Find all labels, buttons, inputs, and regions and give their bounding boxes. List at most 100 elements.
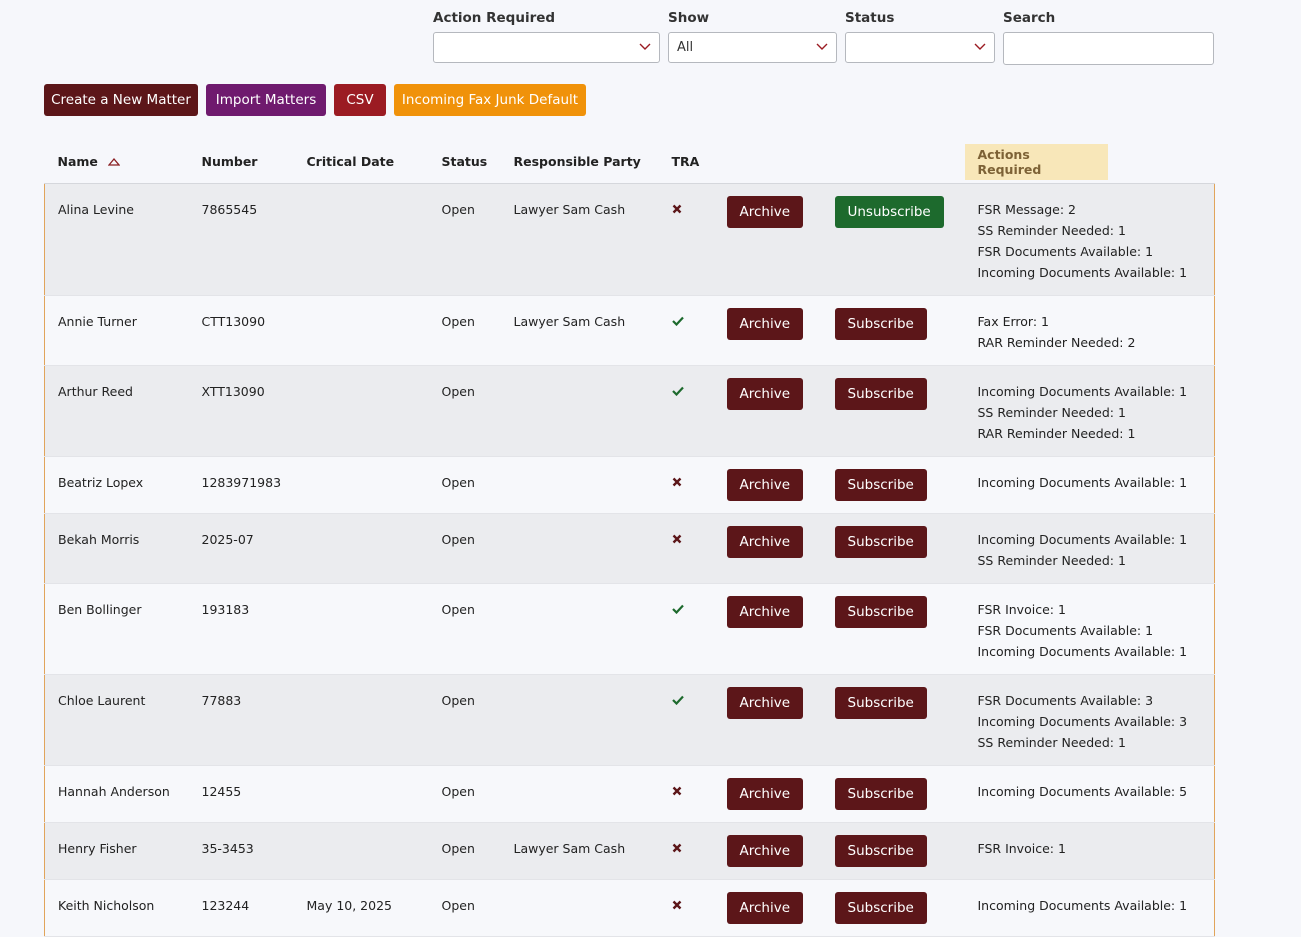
name-cell: Keith Nicholson [45, 880, 189, 937]
name: Chloe Laurent [58, 693, 146, 708]
action-item: SS Reminder Needed: 1 [977, 223, 1126, 238]
archive-cell: Archive [714, 675, 822, 766]
action-item: FSR Documents Available: 3 [977, 693, 1154, 708]
name: Arthur Reed [58, 384, 133, 399]
subscribe-button[interactable]: Subscribe [834, 596, 927, 628]
archive-button[interactable]: Archive [726, 469, 804, 501]
unsubscribe-button[interactable]: Unsubscribe [834, 196, 944, 228]
toolbar-button[interactable]: CSV [334, 84, 386, 116]
tra-check [671, 386, 684, 397]
subscribe-button[interactable]: Subscribe [834, 526, 927, 558]
sort-icon [107, 157, 121, 166]
select[interactable]: All [668, 32, 837, 63]
tra-cell [659, 184, 714, 296]
status: Open [441, 841, 475, 856]
toolbar-button[interactable]: Import Matters [206, 84, 326, 116]
toolbar-button[interactable]: Incoming Fax Junk Default [394, 84, 586, 116]
action-item: Incoming Documents Available: 3 [977, 714, 1188, 729]
name: Hannah Anderson [58, 784, 170, 799]
subscribe-button[interactable]: Subscribe [834, 687, 927, 719]
responsible-party: Lawyer Sam Cash [513, 202, 626, 217]
responsible-party-cell [501, 675, 659, 766]
tra-cell [659, 675, 714, 766]
subscribe-button[interactable]: Subscribe [834, 778, 927, 810]
name: Annie Turner [58, 314, 137, 329]
name-cell: Arthur Reed [45, 366, 189, 457]
chevron [639, 43, 651, 50]
archive-button[interactable]: Archive [726, 778, 804, 810]
tra-cell [659, 457, 714, 514]
name: Henry Fisher [58, 841, 137, 856]
toolbar-button[interactable]: Create a New Matter [44, 84, 198, 116]
matters-table: Name Number Critical Date Status Respons… [44, 140, 1215, 937]
actions-cell: FSR Invoice: 1 [965, 823, 1215, 880]
subscribe-button[interactable]: Subscribe [834, 378, 927, 410]
name: Bekah Morris [58, 532, 140, 547]
number-cell: 193183 [189, 584, 294, 675]
status-cell: Open [429, 296, 501, 366]
header-row: Name Number Critical Date Status Respons… [44, 140, 1215, 184]
number: 12455 [201, 784, 242, 799]
actions-cell: FSR Message: 2 SS Reminder Needed: 1 FSR D… [965, 184, 1215, 296]
action-item: FSR Documents Available: 1 [977, 623, 1154, 638]
name: Beatriz Lopex [58, 475, 144, 490]
tra-cell [659, 296, 714, 366]
select[interactable] [433, 32, 660, 63]
action-item: Incoming Documents Available: 5 [977, 784, 1188, 799]
archive-button[interactable]: Archive [726, 596, 804, 628]
tra-cell [659, 514, 714, 584]
archive-cell: Archive [714, 880, 822, 937]
blank-header [713, 140, 822, 184]
number: 2025-07 [201, 532, 254, 547]
responsible-party-cell: Lawyer Sam Cash [501, 823, 659, 880]
name-cell: Alina Levine [45, 184, 189, 296]
responsible-party: Lawyer Sam Cash [513, 841, 626, 856]
status-cell: Open [429, 514, 501, 584]
action-item: RAR Reminder Needed: 2 [977, 335, 1136, 350]
action-item: FSR Invoice: 1 [977, 841, 1066, 856]
name-header[interactable]: Name [44, 140, 189, 184]
search-input[interactable] [1003, 32, 1214, 65]
critical-date-cell [294, 184, 429, 296]
archive-cell: Archive [714, 514, 822, 584]
tra-header: TRA [658, 140, 714, 184]
archive-button[interactable]: Archive [726, 835, 804, 867]
subscribe-button[interactable]: Subscribe [834, 892, 927, 924]
status: Open [441, 602, 475, 617]
tra-cross [672, 534, 681, 544]
tra-cell [659, 880, 714, 937]
archive-button[interactable]: Archive [726, 308, 804, 340]
archive-button[interactable]: Archive [726, 687, 804, 719]
archive-button[interactable]: Archive [726, 378, 804, 410]
responsible-party-cell [501, 514, 659, 584]
matter-row: Bekah Morris 2025-07 Open Archive Subscribe I… [44, 513, 1215, 584]
archive-button[interactable]: Archive [726, 892, 804, 924]
archive-button[interactable]: Archive [726, 526, 804, 558]
subscribe-cell: Subscribe [822, 823, 965, 880]
responsible-party: Lawyer Sam Cash [513, 314, 626, 329]
subscribe-button[interactable]: Subscribe [834, 469, 927, 501]
number-cell: 7865545 [189, 184, 294, 296]
actions-cell: FSR Documents Available: 3 Incoming Docum… [965, 675, 1215, 766]
archive-cell: Archive [714, 766, 822, 823]
name: Ben Bollinger [58, 602, 142, 617]
status: Open [441, 475, 475, 490]
archive-button[interactable]: Archive [726, 196, 804, 228]
number: XTT13090 [201, 384, 265, 399]
name: Keith Nicholson [58, 898, 155, 913]
action-item: FSR Invoice: 1 [977, 602, 1066, 617]
status: Open [441, 384, 475, 399]
critical-date-cell [294, 766, 429, 823]
matter-row: Alina Levine 7865545 Open Lawyer Sam Cash Ar… [44, 183, 1215, 296]
table-body: Alina Levine 7865545 Open Lawyer Sam Cash Ar… [44, 183, 1215, 937]
name-cell: Ben Bollinger [45, 584, 189, 675]
number-cell: 1283971983 [189, 457, 294, 514]
action-item: SS Reminder Needed: 1 [977, 735, 1126, 750]
subscribe-button[interactable]: Subscribe [834, 308, 927, 340]
subscribe-button[interactable]: Subscribe [834, 835, 927, 867]
select[interactable] [845, 32, 995, 63]
filter-label: Status [845, 10, 895, 26]
tra-cross [672, 204, 681, 214]
subscribe-cell: Unsubscribe [822, 184, 965, 296]
tra-check [671, 695, 684, 706]
